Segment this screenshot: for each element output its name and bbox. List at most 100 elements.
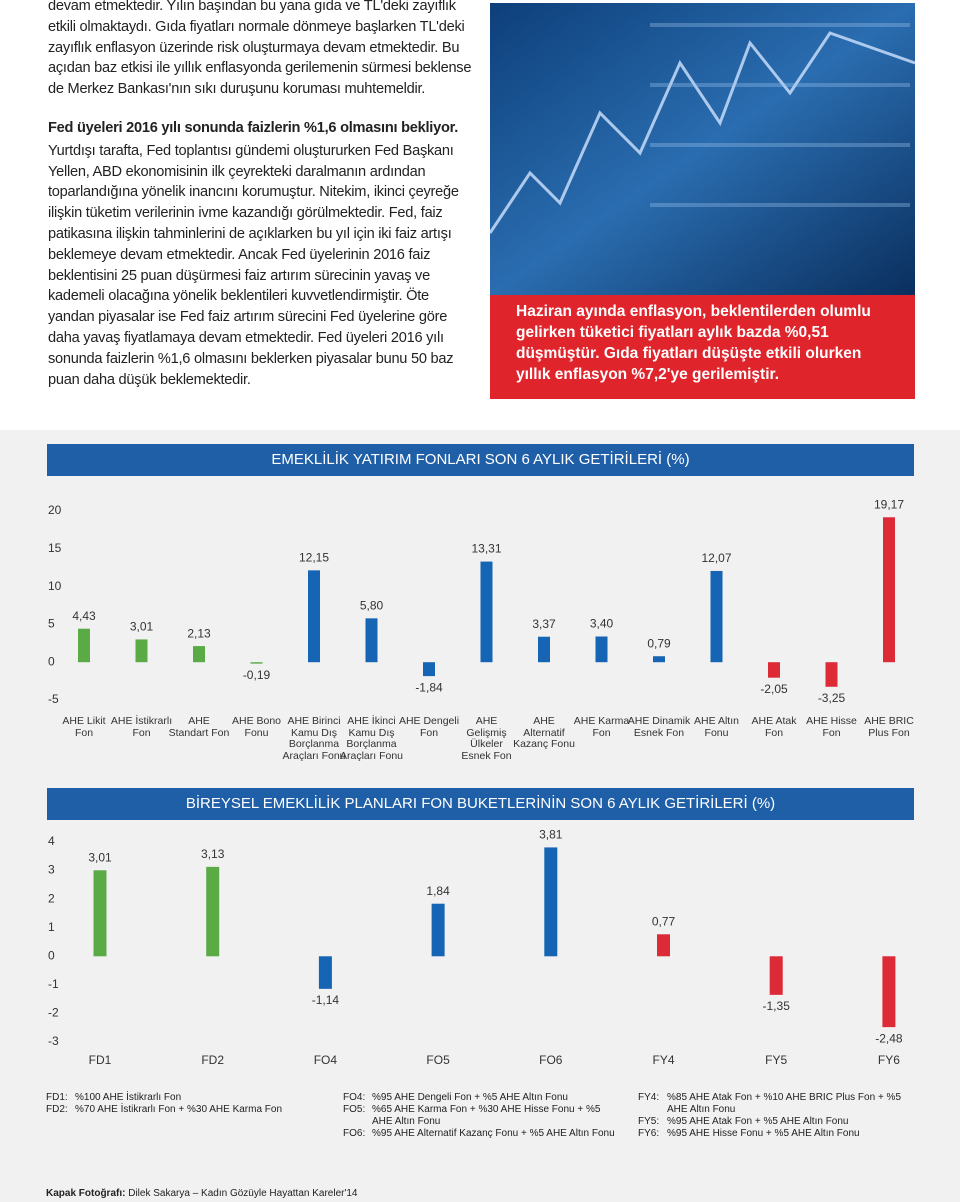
y-tick-label: -1 xyxy=(48,977,59,991)
footnote-code: FY5: xyxy=(638,1116,660,1127)
x-tick-label: AHE Hisse Fon xyxy=(806,715,857,739)
value-label: 3,37 xyxy=(532,617,556,631)
x-tick-label: AHE İstikrarlı Fon xyxy=(110,715,173,739)
bar xyxy=(544,847,558,957)
y-tick-label: 0 xyxy=(48,948,55,962)
footnote-column: FO4: %95 AHE Dengeli Fon + %5 AHE Altın F… xyxy=(343,1092,618,1140)
x-tick-label: FO6 xyxy=(539,1053,563,1067)
x-tick-label: AHE Alternatif Kazanç Fonu xyxy=(513,715,575,750)
footnote-text: %65 AHE Karma Fon + %30 AHE Hisse Fonu +… xyxy=(372,1104,601,1127)
bar xyxy=(206,866,220,957)
bar xyxy=(595,636,608,663)
value-label: -2,05 xyxy=(760,682,788,696)
pull-quote: Haziran ayında enflasyon, beklentilerden… xyxy=(490,295,915,399)
value-label: -0,19 xyxy=(243,668,271,682)
value-label: -1,14 xyxy=(312,993,340,1007)
bar xyxy=(135,639,148,663)
x-tick-label: FY4 xyxy=(652,1053,675,1067)
x-tick-label: AHE Likit Fon xyxy=(62,715,106,739)
bar xyxy=(423,662,435,677)
x-tick-label: AHE BRIC Plus Fon xyxy=(864,715,914,739)
footnote: FO5: %65 AHE Karma Fon + %30 AHE Hisse Fo… xyxy=(343,1104,618,1128)
value-label: 3,01 xyxy=(130,620,154,634)
x-tick-label: AHE Standart Fon xyxy=(168,715,230,739)
value-label: 0,77 xyxy=(652,914,676,928)
y-tick-label: -5 xyxy=(48,692,59,706)
bar xyxy=(882,956,896,1028)
footnote-code: FD2: xyxy=(46,1104,68,1115)
value-label: 13,31 xyxy=(471,542,501,556)
bar xyxy=(883,517,895,663)
value-label: 1,84 xyxy=(426,884,450,898)
bar xyxy=(769,956,783,995)
value-label: 19,17 xyxy=(874,497,904,511)
y-tick-label: -2 xyxy=(48,1006,59,1020)
footnote-column: FD1: %100 AHE İstikrarlı Fon FD2: %70 AHE İ… xyxy=(46,1092,321,1116)
footnote-text: %95 AHE Hisse Fonu + %5 AHE Altın Fonu xyxy=(667,1128,860,1139)
footnote: FO4: %95 AHE Dengeli Fon + %5 AHE Altın F… xyxy=(343,1092,618,1104)
footnote: FD2: %70 AHE İstikrarlı Fon + %30 AHE Kar… xyxy=(46,1104,321,1116)
bar xyxy=(78,628,90,663)
footnote: FY5: %95 AHE Atak Fon + %5 AHE Altın Fonu xyxy=(638,1116,913,1128)
bar xyxy=(431,903,445,957)
bar xyxy=(480,561,493,663)
value-label: 3,40 xyxy=(590,617,614,631)
value-label: -3,25 xyxy=(818,691,846,705)
footnote-code: FO5: xyxy=(343,1104,366,1115)
bar xyxy=(365,618,378,663)
y-tick-label: 2 xyxy=(48,891,55,905)
value-label: 4,43 xyxy=(72,609,96,623)
value-label: 3,13 xyxy=(201,847,225,861)
y-tick-label: 1 xyxy=(48,920,55,934)
footnote-column: FY4: %85 AHE Atak Fon + %10 AHE BRIC Plus… xyxy=(638,1092,913,1140)
bar xyxy=(657,934,670,957)
bar xyxy=(710,570,723,663)
x-tick-label: AHE Gelişmiş Ülkeler Esnek Fon xyxy=(461,715,512,762)
x-tick-label: AHE Dinamik Esnek Fon xyxy=(627,715,691,739)
value-label: -1,84 xyxy=(415,680,443,694)
y-tick-label: 5 xyxy=(48,617,55,631)
x-tick-label: AHE Atak Fon xyxy=(751,715,797,739)
bar xyxy=(538,636,550,663)
heading: Fed üyeleri 2016 yılı sonunda faizlerin … xyxy=(48,119,459,136)
value-label: 12,07 xyxy=(701,551,731,565)
value-label: 2,13 xyxy=(187,626,211,640)
bar xyxy=(193,646,205,663)
footnote-text: %70 AHE İstikrarlı Fon + %30 AHE Karma F… xyxy=(75,1104,283,1115)
x-tick-label: FY6 xyxy=(877,1053,900,1067)
value-label: 0,79 xyxy=(647,636,671,650)
y-tick-label: 20 xyxy=(48,503,62,517)
footnote-text: %100 AHE İstikrarlı Fon xyxy=(75,1092,182,1103)
y-tick-label: 10 xyxy=(48,579,62,593)
y-tick-label: 15 xyxy=(48,541,62,555)
bar xyxy=(308,570,320,663)
x-tick-label: FD2 xyxy=(201,1053,225,1067)
bar xyxy=(318,956,332,989)
value-label: 12,15 xyxy=(299,551,329,565)
credit-text: Dilek Sakarya – Kadın Gözüyle Hayattan K… xyxy=(128,1188,358,1199)
footnote-code: FD1: xyxy=(46,1092,68,1103)
photo xyxy=(490,3,915,295)
footnote: FO6: %95 AHE Alternatif Kazanç Fonu + %5 … xyxy=(343,1128,618,1140)
footnote: FD1: %100 AHE İstikrarlı Fon xyxy=(46,1092,321,1104)
x-tick-label: FD1 xyxy=(88,1053,112,1067)
footnote: FY6: %95 AHE Hisse Fonu + %5 AHE Altın Fo… xyxy=(638,1128,913,1140)
footnote-code: FO6: xyxy=(343,1128,366,1139)
bar xyxy=(825,662,838,687)
x-tick-label: AHE Bono Fonu xyxy=(231,715,282,739)
chart-title: BİREYSEL EMEKLİLİK PLANLARI FON BUKETLER… xyxy=(47,788,914,820)
value-label: -2,48 xyxy=(875,1031,903,1045)
bar xyxy=(768,662,780,678)
x-tick-label: AHE Altın Fonu xyxy=(694,715,739,739)
paragraph: Yurtdışı tarafta, Fed toplantısı gündemi… xyxy=(48,142,459,388)
x-tick-label: AHE Karma Fon xyxy=(573,715,630,739)
x-tick-label: AHE Birinci Kamu Dış Borçlanma Araçları … xyxy=(282,715,346,762)
x-tick-label: AHE İkinci Kamu Dış Borçlanma Araçları F… xyxy=(339,715,404,762)
bar xyxy=(250,662,263,664)
footnote-text: %85 AHE Atak Fon + %10 AHE BRIC Plus Fon… xyxy=(667,1092,902,1115)
value-label: 3,01 xyxy=(88,850,112,864)
value-label: 3,81 xyxy=(539,828,563,842)
y-tick-label: 4 xyxy=(48,834,55,848)
